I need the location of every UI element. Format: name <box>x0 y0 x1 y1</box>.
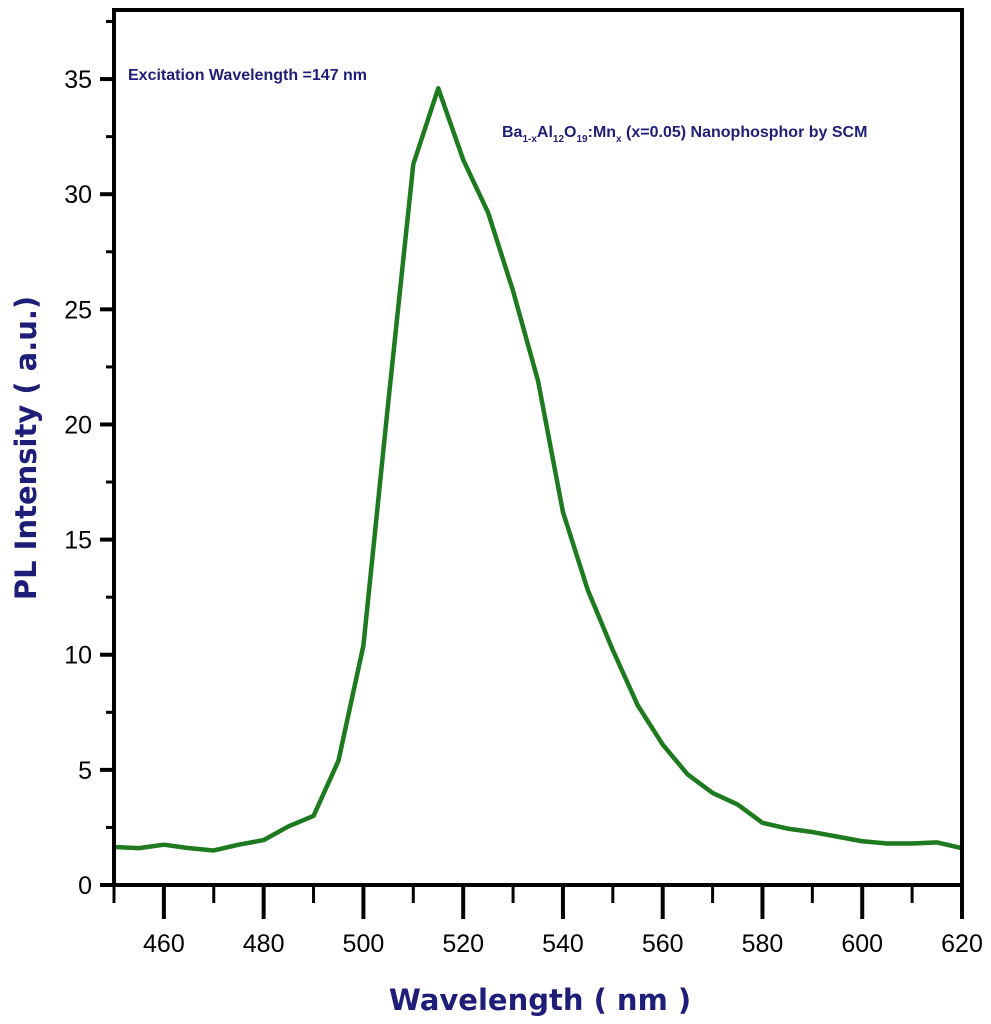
y-axis-title: PL Intensity ( a.u.) <box>9 296 43 600</box>
annotation-sample: Ba1-xAl12O19:Mnx (x=0.05) Nanophosphor b… <box>502 124 867 145</box>
series-line-pl-intensity <box>113 86 963 853</box>
x-tick-label: 600 <box>841 930 883 958</box>
x-tick-label: 520 <box>442 930 484 958</box>
x-tick-label: 480 <box>243 930 285 958</box>
x-tick-label: 620 <box>941 930 983 958</box>
y-tick-label: 0 <box>78 872 92 900</box>
y-tick-labels: 0 5 10 15 20 25 30 35 <box>64 66 92 900</box>
y-tick-label: 20 <box>64 411 92 439</box>
y-tick-label: 30 <box>64 181 92 209</box>
y-tick-label: 35 <box>64 66 92 94</box>
y-tick-label: 5 <box>78 757 92 785</box>
x-tick-label: 560 <box>642 930 684 958</box>
x-axis-title: Wavelength ( nm ) <box>389 983 691 1017</box>
y-tick-label: 10 <box>64 642 92 670</box>
plot-frame <box>112 8 964 887</box>
x-tick-label: 540 <box>542 930 584 958</box>
y-tick-label: 15 <box>64 527 92 555</box>
axis-ticks <box>100 20 964 919</box>
x-tick-labels: 460 480 500 520 540 560 580 600 620 <box>143 930 983 958</box>
annotation-excitation: Excitation Wavelength =147 nm <box>128 67 367 84</box>
x-tick-label: 460 <box>143 930 185 958</box>
x-tick-label: 500 <box>343 930 385 958</box>
x-tick-label: 580 <box>742 930 784 958</box>
y-tick-label: 25 <box>64 296 92 324</box>
